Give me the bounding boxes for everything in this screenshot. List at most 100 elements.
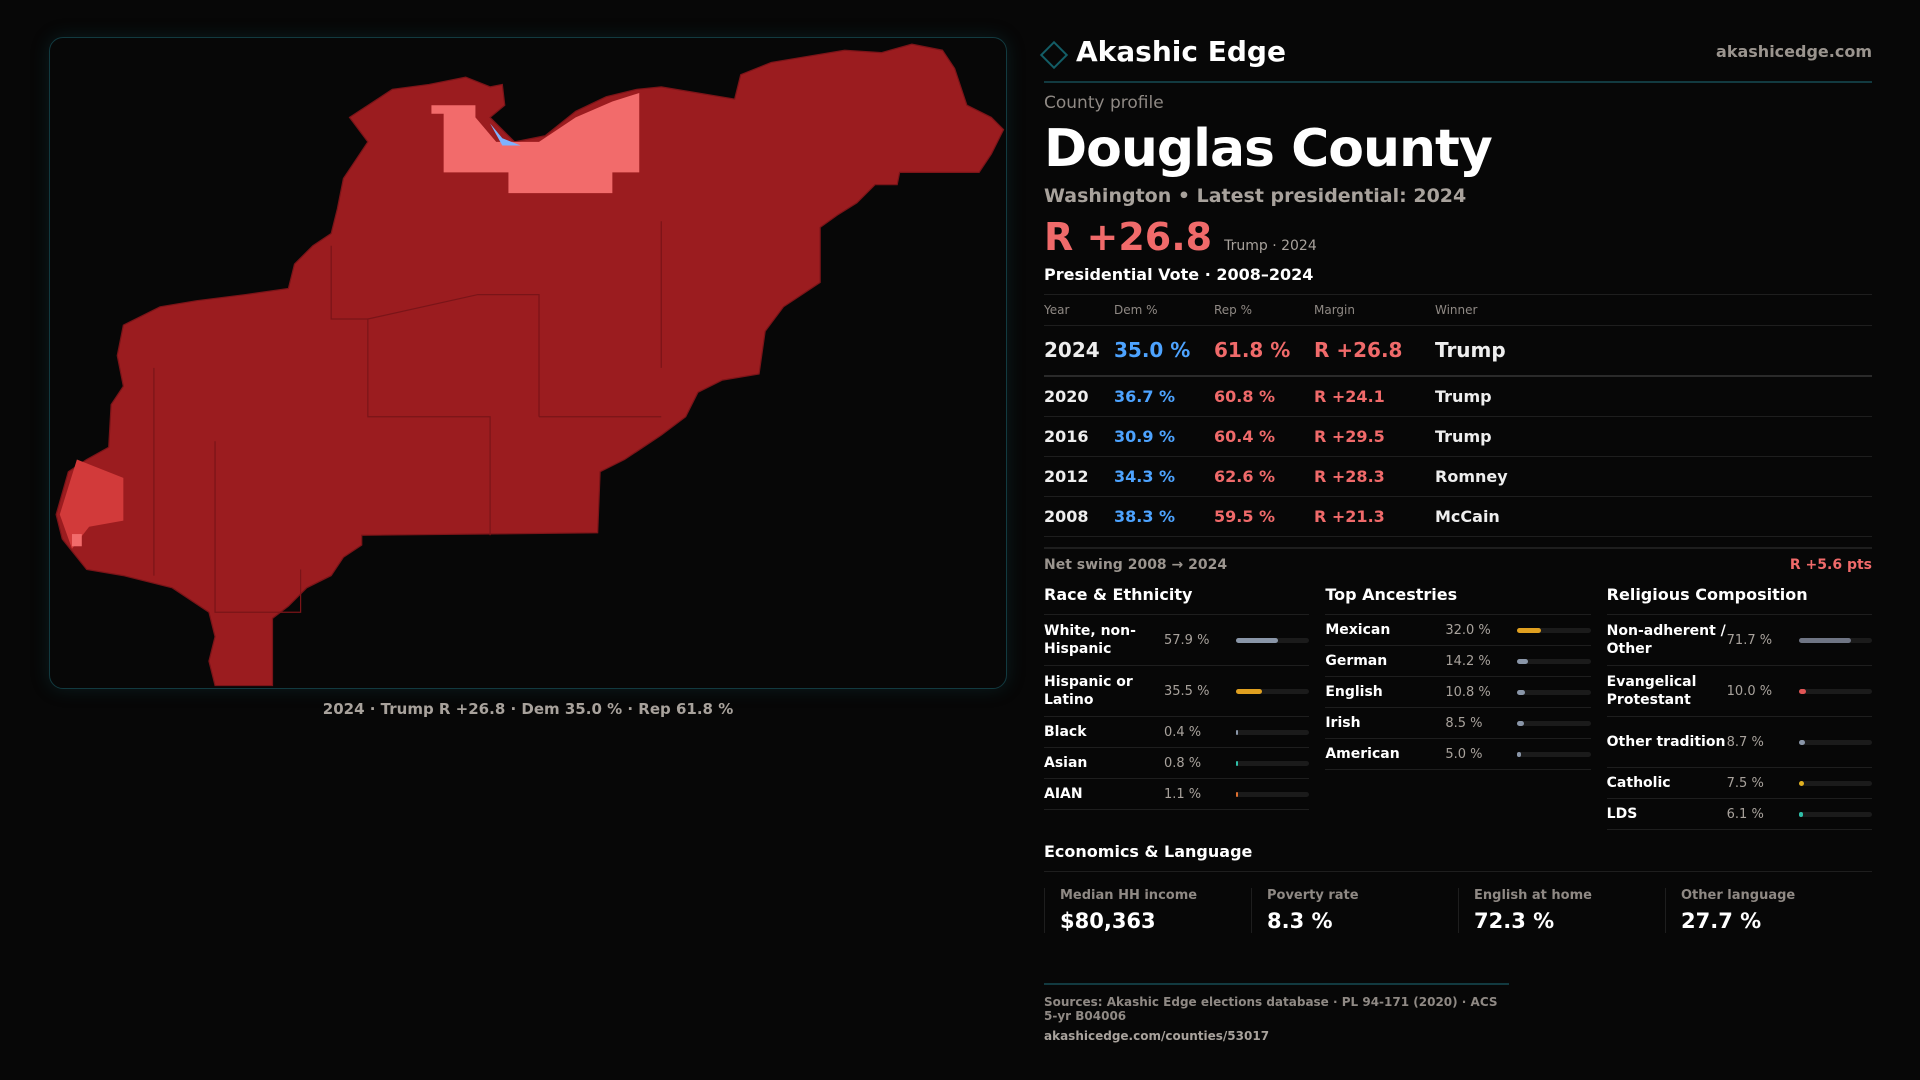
county-shape[interactable] [55,43,1005,687]
ancestry-label: English [1325,683,1383,700]
stat-label: Poverty rate [1267,888,1359,903]
race-bar-fill [1236,729,1238,735]
ancestry-value: 14.2 % [1445,653,1491,669]
religion-label: LDS [1606,805,1638,822]
stat-value: 72.3 % [1474,909,1555,933]
vote-margin: R +21.3 [1314,496,1435,537]
header: Akashic Edge akashicedge.com [1039,30,1872,72]
religion-bar-fill [1798,688,1806,694]
religion-bar-track [1798,811,1872,817]
race-label: White, non-Hispanic [1044,622,1136,657]
race-bar-fill [1236,791,1238,797]
vote-rep: 60.8 % [1214,376,1314,417]
race-bar-fill [1236,760,1238,766]
religion-value: 6.1 % [1726,806,1764,822]
ancestry-label: American [1325,745,1400,762]
precinct-lean-rep-west[interactable] [72,534,82,547]
ancestry-row: Mexican 32.0 % [1325,615,1591,646]
county-map-svg [55,43,1005,687]
vote-margin: R +29.5 [1314,416,1435,457]
ancestry-bar-fill [1517,720,1524,726]
county-map[interactable] [49,37,1007,689]
kicker: County profile [1044,93,1164,113]
ancestry-label: German [1325,652,1388,669]
map-caption: 2024 · Trump R +26.8 · Dem 35.0 % · Rep … [322,700,734,718]
ancestry-value: 32.0 % [1445,622,1491,638]
ancestry-row: American 5.0 % [1325,739,1591,770]
religion-row: Non-adherent / Other 71.7 % [1606,615,1872,666]
race-value: 0.4 % [1164,724,1202,740]
race-label: AIAN [1044,785,1083,802]
ancestry-section: Top Ancestries Mexican 32.0 % German 14.2… [1325,585,1591,830]
vote-rep: 60.4 % [1214,416,1314,457]
vote-margin: R +28.3 [1314,456,1435,497]
ancestry-bar-fill [1517,627,1541,633]
religion-row: Catholic 7.5 % [1606,768,1872,799]
religion-bar-track [1798,637,1872,643]
race-bar-fill [1236,637,1279,643]
ancestry-bar-track [1517,658,1591,664]
race-value: 1.1 % [1164,786,1202,802]
religion-value: 10.0 % [1726,683,1773,699]
precinct-lean-rep-north[interactable] [431,92,640,194]
vote-year: 2016 [1044,416,1114,457]
race-row: White, non-Hispanic 57.9 % [1044,615,1310,666]
ancestry-value: 8.5 % [1445,715,1483,731]
vote-table: Year Dem % Rep % Margin Winner 2024 35.0 … [1044,295,1872,537]
race-row: Hispanic or Latino 35.5 % [1044,666,1310,717]
race-row: AIAN 1.1 % [1044,779,1310,810]
stat-label: Median HH income [1060,888,1198,903]
race-bar-track [1236,791,1310,797]
stat-value: 8.3 % [1267,909,1333,933]
religion-row: Evangelical Protestant 10.0 % [1606,666,1872,717]
religion-bar-track [1798,739,1872,745]
vote-margin: R +24.1 [1314,376,1435,417]
stat-label: Other language [1681,888,1796,903]
race-value: 0.8 % [1164,755,1202,771]
site-link[interactable]: akashicedge.com [1716,41,1872,61]
vote-row: 2016 30.9 % 60.4 % R +29.5 Trump [1044,416,1872,457]
ancestry-bar-track [1517,689,1591,695]
vote-rep: 61.8 % [1214,325,1314,377]
race-bar-track [1236,760,1310,766]
vote-section-title: Presidential Vote · 2008–2024 [1044,265,1872,295]
religion-bar-fill [1798,739,1806,745]
religion-label: Other tradition [1606,733,1726,750]
race-bar-track [1236,637,1310,643]
vote-row: 2008 38.3 % 59.5 % R +21.3 McCain [1044,496,1872,537]
religion-row: Other tradition 8.7 % [1606,717,1872,768]
vote-year: 2024 [1044,325,1114,377]
profile-panel: Akashic Edge akashicedge.com County prof… [1039,30,1872,1043]
ancestry-bar-fill [1517,751,1521,757]
stat-value: $80,363 [1060,909,1156,933]
race-title: Race & Ethnicity [1044,585,1310,615]
race-value: 57.9 % [1164,632,1210,648]
vote-dem: 34.3 % [1114,456,1214,497]
vote-dem: 36.7 % [1114,376,1214,417]
ancestry-bar-track [1517,720,1591,726]
vote-winner: McCain [1435,496,1872,537]
diamond-logo-icon [1039,40,1069,70]
ancestry-label: Irish [1325,714,1361,731]
race-label: Black [1044,723,1087,740]
col-year: Year [1044,295,1114,326]
vote-winner: Trump [1435,376,1872,417]
swing-label: Net swing 2008 → 2024 [1044,557,1228,573]
economics-title: Economics & Language [1044,842,1872,872]
ancestry-row: English 10.8 % [1325,677,1591,708]
col-margin: Margin [1314,295,1435,326]
net-swing: Net swing 2008 → 2024 R +5.6 pts [1044,547,1872,573]
race-label: Asian [1044,754,1088,771]
economics-stats: Median HH income $80,363 Poverty rate 8.3 %… [1044,888,1872,933]
ancestry-bar-track [1517,751,1591,757]
religion-bar-track [1798,780,1872,786]
precinct-mid-rep-west[interactable] [59,459,124,549]
county-url[interactable]: akashicedge.com/counties/53017 [1044,1029,1270,1043]
col-dem: Dem % [1114,295,1214,326]
col-rep: Rep % [1214,295,1314,326]
ancestry-row: German 14.2 % [1325,646,1591,677]
religion-value: 7.5 % [1726,775,1764,791]
vote-row: 2012 34.3 % 62.6 % R +28.3 Romney [1044,456,1872,497]
ancestry-label: Mexican [1325,621,1391,638]
econ-stat: Other language 27.7 % [1665,888,1872,933]
